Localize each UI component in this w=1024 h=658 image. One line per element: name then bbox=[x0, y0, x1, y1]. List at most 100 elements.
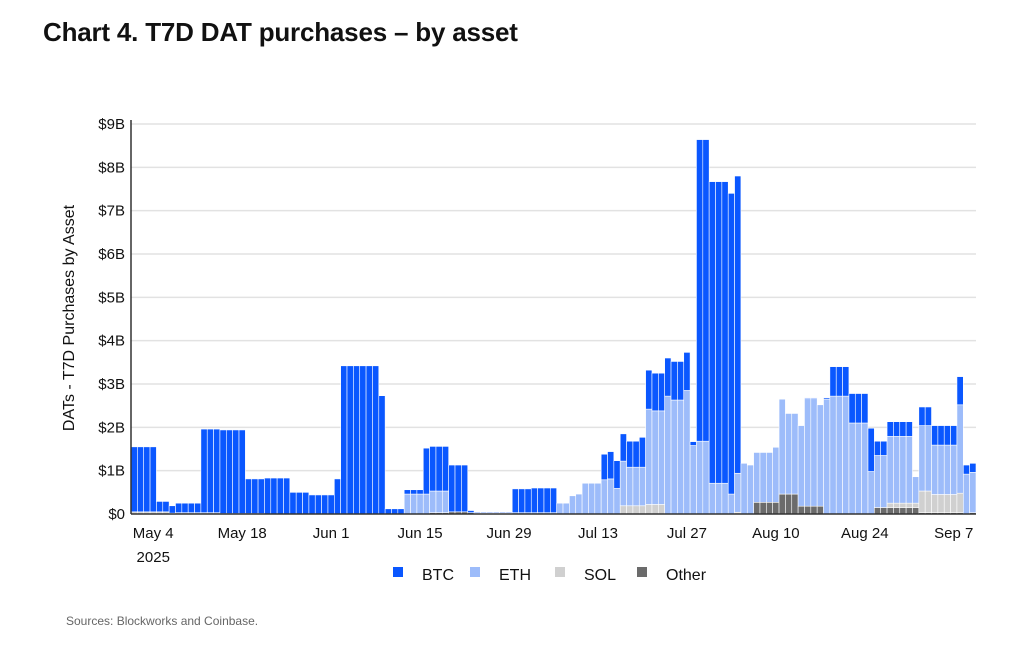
bar-eth bbox=[950, 444, 958, 495]
bar-btc bbox=[702, 139, 710, 442]
bar-btc bbox=[658, 372, 665, 412]
x-tick-label: May 4 bbox=[133, 525, 174, 542]
x-tick-label: Jun 15 bbox=[398, 525, 443, 542]
bar-eth bbox=[804, 398, 812, 507]
bar-sol bbox=[912, 502, 920, 508]
bar-btc bbox=[410, 489, 418, 495]
bar-btc bbox=[283, 477, 291, 515]
bar-btc bbox=[251, 478, 259, 514]
bar-btc bbox=[181, 502, 189, 513]
bar-btc bbox=[600, 453, 608, 481]
bar-btc bbox=[918, 406, 926, 426]
bar-other bbox=[772, 501, 780, 515]
y-tick-label: $2B bbox=[98, 419, 125, 436]
bar-btc bbox=[276, 477, 284, 515]
bar-eth bbox=[607, 478, 615, 515]
bar-eth bbox=[766, 452, 773, 503]
bar-btc bbox=[175, 502, 183, 513]
bar-btc bbox=[899, 421, 907, 437]
bar-btc bbox=[346, 365, 354, 515]
bar-btc bbox=[232, 429, 240, 514]
bar-btc bbox=[206, 428, 214, 514]
bar-btc bbox=[143, 446, 151, 513]
bar-btc bbox=[429, 446, 437, 492]
bar-eth bbox=[721, 482, 729, 515]
bar-btc bbox=[187, 502, 195, 513]
bar-eth bbox=[556, 502, 564, 515]
bar-sol bbox=[638, 505, 646, 515]
bar-eth bbox=[683, 390, 691, 515]
bar-btc bbox=[454, 464, 462, 513]
bar-btc bbox=[473, 511, 481, 514]
bar-btc bbox=[670, 361, 678, 401]
bar-eth bbox=[613, 488, 621, 515]
bar-sol bbox=[619, 505, 627, 515]
legend-label-other: Other bbox=[666, 567, 707, 584]
bar-btc bbox=[696, 139, 704, 442]
y-tick-label: $9B bbox=[98, 116, 125, 133]
y-tick-label: $4B bbox=[98, 333, 125, 350]
bar-btc bbox=[264, 477, 272, 515]
bar-btc bbox=[956, 376, 964, 406]
bar-btc bbox=[734, 175, 742, 474]
bar-other bbox=[905, 507, 913, 515]
bar-eth bbox=[823, 398, 831, 515]
bar-eth bbox=[626, 466, 634, 507]
bar-eth bbox=[429, 490, 437, 513]
bar-eth bbox=[912, 476, 920, 504]
bar-sol bbox=[632, 505, 640, 515]
bar-other bbox=[753, 501, 761, 515]
bar-eth bbox=[619, 460, 627, 507]
bar-eth bbox=[403, 493, 411, 515]
bar-sol bbox=[918, 490, 926, 513]
bar-btc bbox=[861, 393, 869, 424]
bar-sol bbox=[937, 494, 945, 514]
gridlines bbox=[131, 123, 976, 472]
bar-other bbox=[791, 493, 799, 515]
bar-btc bbox=[969, 462, 977, 473]
bar-other bbox=[810, 505, 818, 515]
bar-btc bbox=[810, 397, 818, 400]
legend-label-eth: ETH bbox=[499, 567, 531, 584]
bar-btc bbox=[289, 492, 297, 515]
bar-btc bbox=[162, 501, 170, 513]
x-tick-label: Jun 1 bbox=[313, 525, 350, 542]
bar-eth bbox=[581, 482, 589, 515]
bar-btc bbox=[708, 181, 716, 484]
legend-swatch-eth bbox=[470, 567, 480, 577]
bar-btc bbox=[359, 365, 367, 515]
bar-btc bbox=[651, 372, 659, 412]
bar-btc bbox=[924, 406, 932, 426]
bar-btc bbox=[645, 369, 653, 410]
bar-btc bbox=[327, 494, 335, 515]
bar-btc bbox=[937, 425, 945, 446]
bar-eth bbox=[759, 452, 767, 503]
bar-other bbox=[912, 507, 920, 515]
bar-eth bbox=[886, 436, 894, 504]
x-tick-label: Jun 29 bbox=[487, 525, 532, 542]
bar-btc bbox=[226, 429, 233, 514]
x-tick-label: Aug 24 bbox=[841, 525, 889, 542]
bar-btc bbox=[435, 446, 443, 492]
bar-eth bbox=[772, 446, 780, 503]
bar-btc bbox=[886, 421, 894, 437]
bar-eth bbox=[905, 436, 913, 504]
bar-eth bbox=[658, 410, 665, 505]
legend-label-sol: SOL bbox=[584, 567, 616, 584]
bar-btc bbox=[149, 446, 157, 513]
bar-btc bbox=[194, 502, 202, 513]
bar-btc bbox=[295, 492, 303, 515]
bar-eth bbox=[848, 422, 856, 515]
bar-sol bbox=[651, 504, 659, 515]
bar-eth bbox=[435, 490, 443, 513]
bar-btc bbox=[156, 501, 164, 513]
legend-swatch-other bbox=[637, 567, 647, 577]
bar-eth bbox=[569, 495, 577, 515]
bar-btc bbox=[537, 487, 545, 514]
bar-btc bbox=[638, 436, 646, 468]
bar-other bbox=[797, 505, 805, 515]
bar-btc bbox=[619, 433, 627, 462]
bar-sol bbox=[899, 502, 907, 508]
bar-btc bbox=[962, 464, 970, 475]
bar-other bbox=[778, 493, 786, 515]
